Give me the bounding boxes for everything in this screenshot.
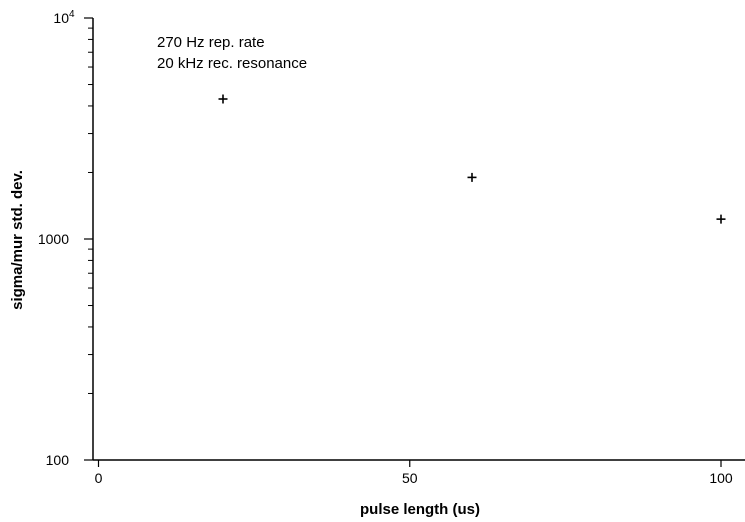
annotation-resonance: 20 kHz rec. resonance (157, 55, 307, 72)
y-tick-label: 1000 (38, 231, 69, 247)
data-point (467, 172, 477, 182)
x-axis-label: pulse length (us) (360, 501, 480, 518)
x-tick-label: 100 (709, 470, 733, 486)
y-axis-ticks: 100 1000 10 4 (38, 9, 93, 468)
annotation-rep-rate: 270 Hz rep. rate (157, 34, 265, 51)
y-tick-label: 100 (46, 452, 70, 468)
y-axis-label: sigma/mur std. dev. (9, 170, 26, 310)
data-series (218, 94, 726, 224)
x-tick-label: 0 (95, 470, 103, 486)
y-tick-exponent: 4 (69, 9, 75, 20)
data-point (716, 214, 726, 224)
data-point (218, 94, 228, 104)
x-tick-label: 50 (402, 470, 418, 486)
x-axis-ticks: 050100150200250300350400450500 (95, 460, 733, 486)
plot-frame (92, 18, 745, 461)
y-tick-label: 10 (53, 10, 69, 26)
